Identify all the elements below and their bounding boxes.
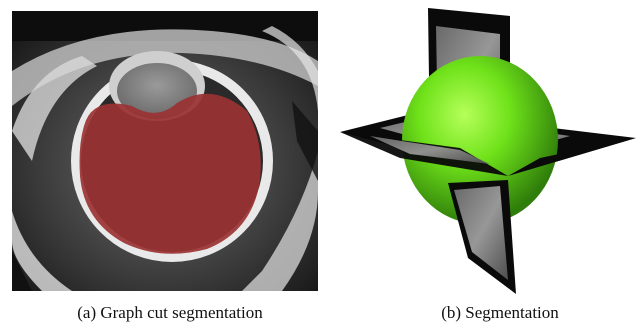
- caption-b: (b) Segmentation: [441, 303, 559, 322]
- segmentation-overlay: [79, 93, 261, 254]
- mri-slice-image: [12, 11, 318, 291]
- panel-b-image: [340, 8, 636, 294]
- caption-a: (a) Graph cut segmentation: [77, 303, 263, 322]
- 3d-segmentation-render: [340, 8, 636, 294]
- panel-a-image: [12, 11, 318, 291]
